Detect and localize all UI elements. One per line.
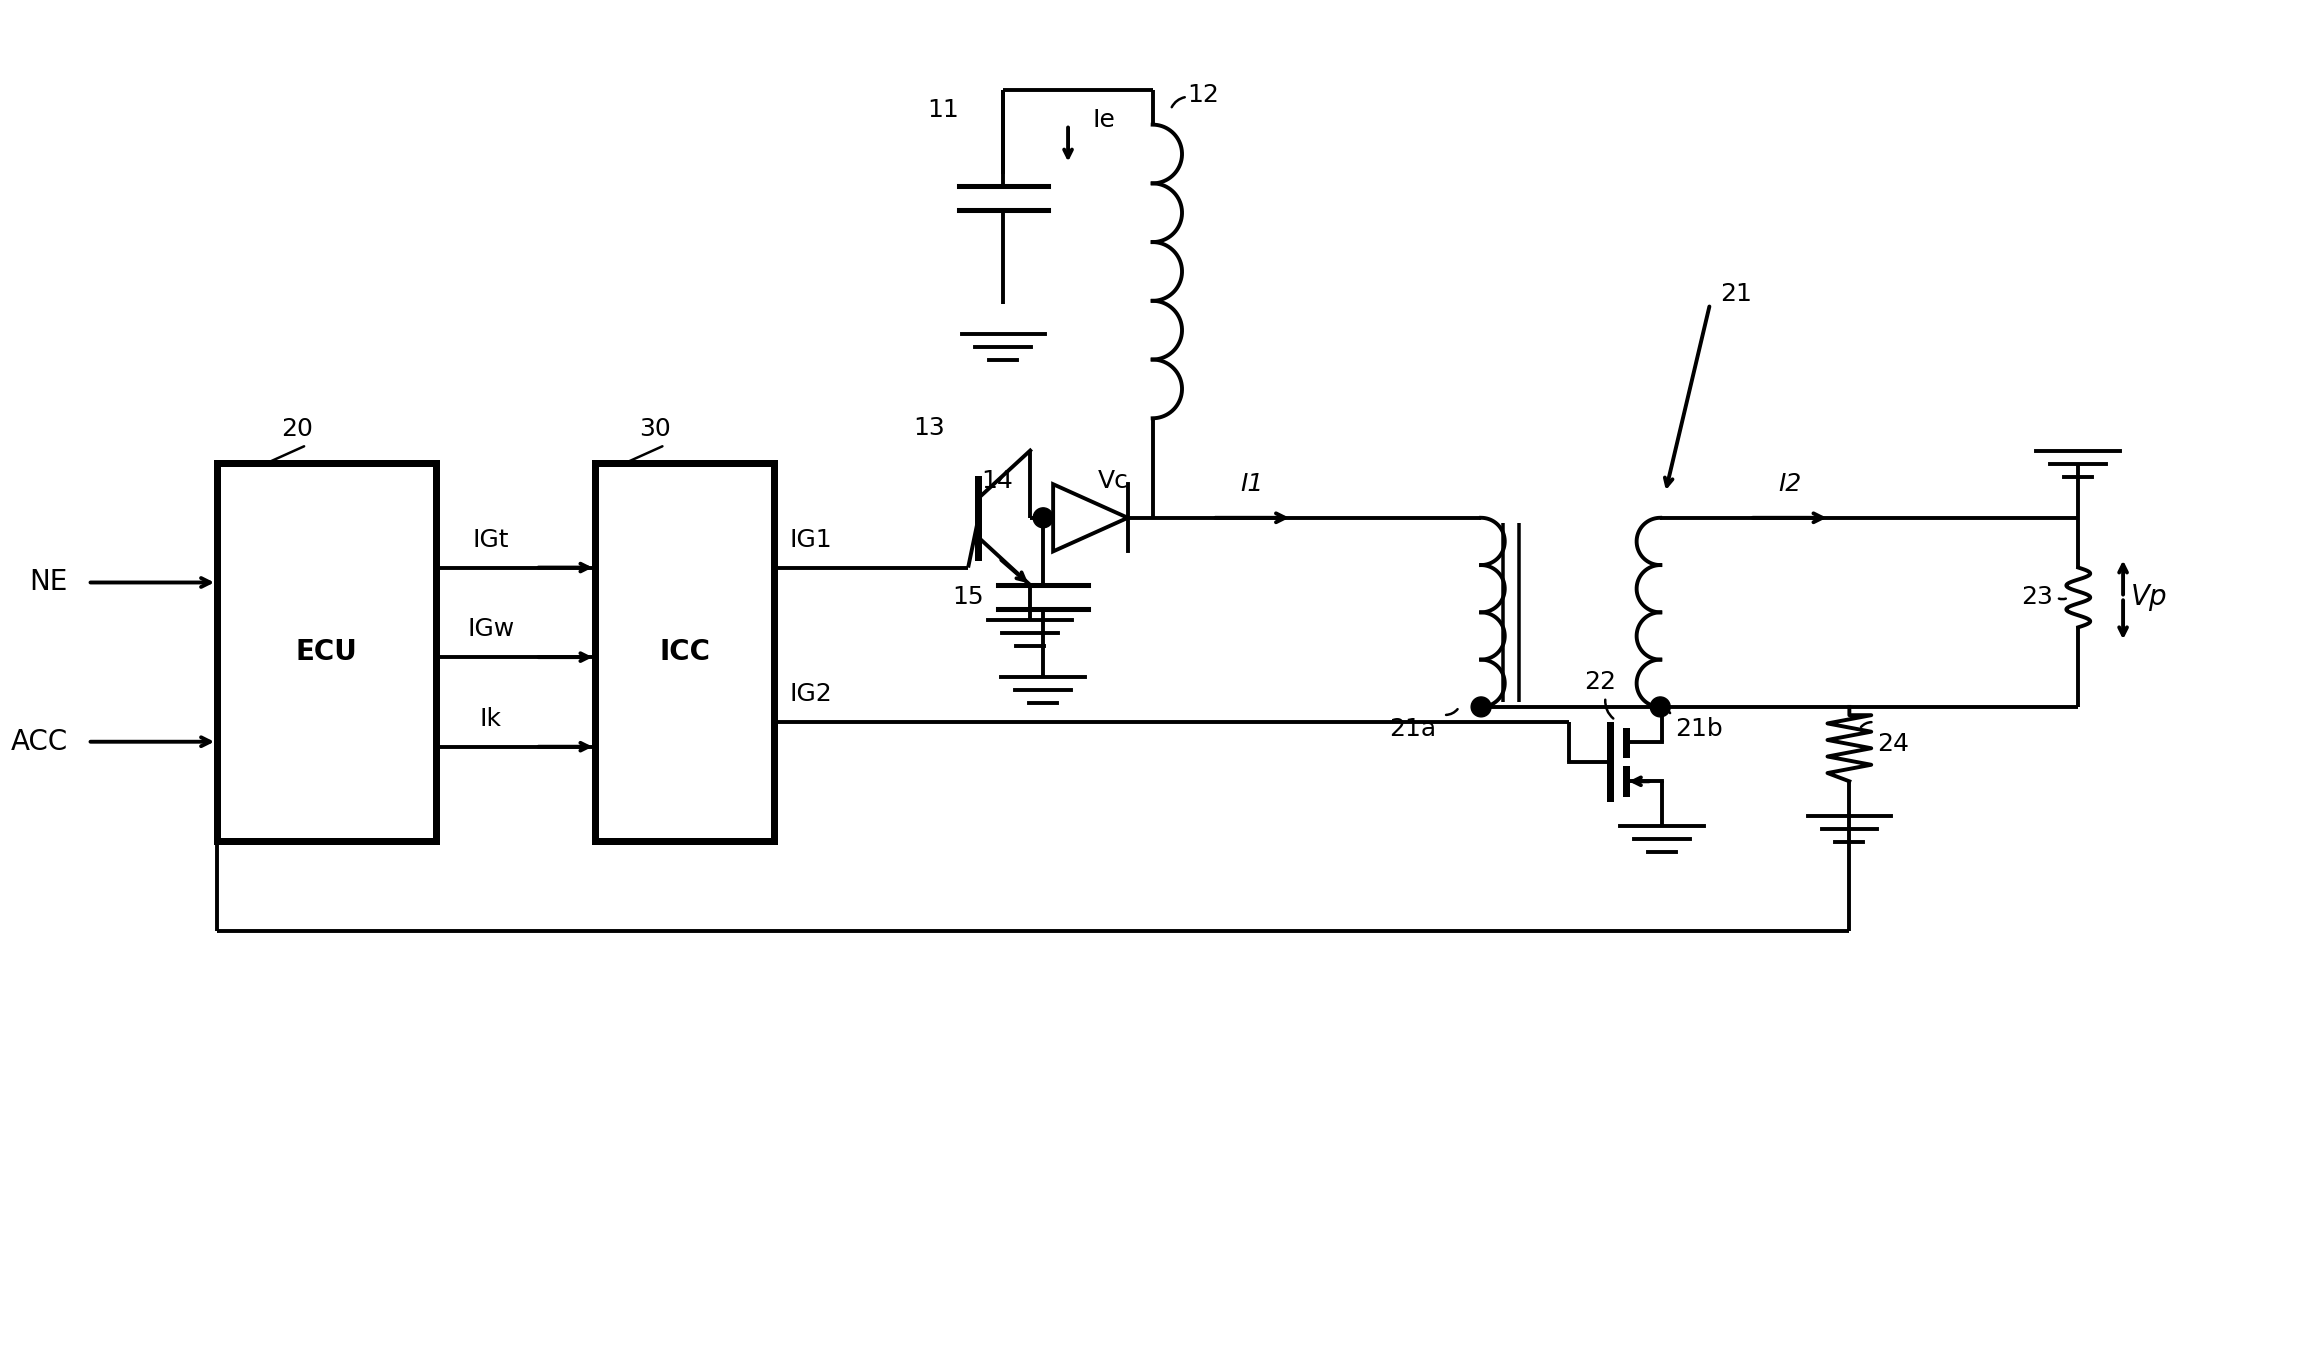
Text: IGw: IGw bbox=[466, 617, 514, 641]
Circle shape bbox=[1650, 697, 1670, 716]
Text: I1: I1 bbox=[1241, 472, 1264, 495]
Text: 14: 14 bbox=[980, 469, 1013, 493]
FancyBboxPatch shape bbox=[217, 464, 436, 841]
Text: 20: 20 bbox=[281, 417, 314, 442]
Text: ICC: ICC bbox=[660, 638, 711, 667]
FancyBboxPatch shape bbox=[595, 464, 775, 841]
Text: Vp: Vp bbox=[2132, 583, 2169, 612]
Text: IG1: IG1 bbox=[789, 528, 833, 552]
Text: ACC: ACC bbox=[12, 727, 67, 756]
Text: Vc: Vc bbox=[1098, 469, 1128, 493]
Text: Ie: Ie bbox=[1094, 107, 1117, 132]
Text: 21b: 21b bbox=[1675, 716, 1723, 741]
Text: 30: 30 bbox=[639, 417, 671, 442]
Text: 13: 13 bbox=[914, 416, 944, 440]
Text: IGt: IGt bbox=[473, 528, 510, 552]
Polygon shape bbox=[1052, 484, 1128, 552]
Text: 21a: 21a bbox=[1389, 716, 1437, 741]
Text: NE: NE bbox=[30, 568, 67, 597]
Text: I2: I2 bbox=[1779, 472, 1802, 495]
Text: 23: 23 bbox=[2021, 586, 2053, 609]
Text: 12: 12 bbox=[1188, 82, 1220, 107]
Text: ECU: ECU bbox=[295, 638, 358, 667]
Text: 22: 22 bbox=[1585, 671, 1617, 694]
Text: IG2: IG2 bbox=[789, 682, 833, 707]
Circle shape bbox=[1034, 508, 1052, 528]
Text: 24: 24 bbox=[1878, 733, 1910, 756]
Text: 11: 11 bbox=[927, 97, 960, 122]
Text: 21: 21 bbox=[1721, 281, 1751, 306]
Text: 15: 15 bbox=[953, 586, 983, 609]
Text: Ik: Ik bbox=[480, 707, 503, 731]
Circle shape bbox=[1472, 697, 1490, 716]
